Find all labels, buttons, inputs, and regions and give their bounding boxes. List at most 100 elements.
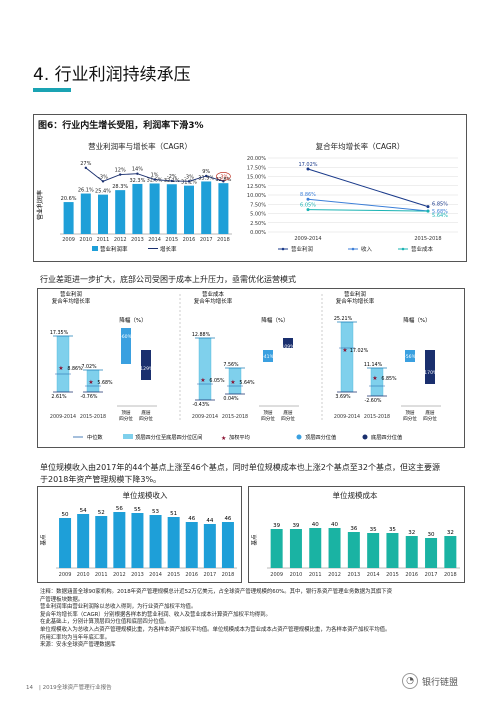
bar-mark xyxy=(309,528,322,568)
chart1-legend-swatch-bar xyxy=(92,246,98,251)
unit-cost-title: 单位规模成本 xyxy=(332,491,378,500)
page-number: 14 xyxy=(26,685,33,691)
bar-tick-label: 2015 xyxy=(167,572,180,578)
drop-bottom-value: -129% xyxy=(139,366,154,372)
chart1-tick-label: 2018 xyxy=(217,237,230,243)
chart2-legend-label: 营业利润 xyxy=(291,245,314,253)
paragraph-unit-scale-1: 单位规模收入由2017年的44个基点上涨至46个基点，同时单位规模成本也上涨2个… xyxy=(40,463,440,472)
bar-mark xyxy=(149,515,162,568)
bar-mark xyxy=(328,528,341,568)
chart1-growth-label: 14% xyxy=(132,167,143,173)
panel-title-2: 复合年均增长率 xyxy=(194,297,233,305)
bar-value-label: 35 xyxy=(389,527,396,533)
chart1-tick-label: 2009 xyxy=(62,237,75,243)
notes-block: 注释：数据涵盖全球90家机构。2018年资产管理规模总计近52万亿美元，占全球资… xyxy=(40,589,470,650)
bar-value-label: 46 xyxy=(224,516,231,522)
panel-title-1: 营业利润 xyxy=(60,290,83,298)
chart1-bar xyxy=(201,181,212,234)
chart1-bar-label: 32.3% xyxy=(129,178,145,184)
bar-tick-label: 2014 xyxy=(149,572,162,578)
bar-mark xyxy=(386,533,399,568)
bar-mark xyxy=(221,522,234,568)
bar-tick-label: 2017 xyxy=(425,572,438,578)
chart1-growth-point xyxy=(187,180,191,183)
bar-value-label: 36 xyxy=(350,526,357,532)
box-weighted-avg-star: ★ xyxy=(342,347,347,354)
bar-mark xyxy=(113,512,126,568)
drop-bottom-cat-2: 四分位 xyxy=(139,415,153,422)
drop-bottom-bar xyxy=(425,350,435,384)
unit-revenue-frame xyxy=(37,486,242,583)
panel-title-2: 复合年均增长率 xyxy=(336,297,375,305)
bar-tick-label: 2010 xyxy=(77,572,90,578)
box-period-label: 2015-2018 xyxy=(222,414,248,420)
chart1-growth-label: -3% xyxy=(219,174,229,180)
chart1-tick-label: 2014 xyxy=(148,237,161,243)
bar-value-label: 53 xyxy=(152,509,159,515)
chart1-growth-label: -3% xyxy=(98,174,108,180)
note-line: 所用汇率均为当年年底汇率。 xyxy=(40,634,111,641)
drop-bottom-cat-1: 底层 xyxy=(425,409,435,416)
chart1-tick-label: 2013 xyxy=(131,237,144,243)
box-weighted-avg-star: ★ xyxy=(58,365,63,372)
chart1-bar xyxy=(63,202,74,234)
chart2-point-label: 5.64% xyxy=(432,213,448,219)
chart1-bar xyxy=(80,193,91,234)
chart1-bar-label: 31.2% xyxy=(181,180,197,186)
footer-divider: | xyxy=(39,685,43,691)
chart1-bar xyxy=(218,183,229,234)
footer: 14 | 2019全球资产管理行业报告 xyxy=(26,683,112,691)
panel-drop-label: 降幅（%） xyxy=(261,316,288,324)
bar-tick-label: 2013 xyxy=(347,572,360,578)
box-top-value: 11.14% xyxy=(364,362,383,368)
bar-tick-label: 2009 xyxy=(59,572,72,578)
panel-title-2: 复合年均增长率 xyxy=(52,297,91,305)
note-line: 注释：数据涵盖全球90家机构。2018年资产管理规模总计近52万亿美元，占全球资… xyxy=(40,589,393,595)
box-avg-value: 5.64% xyxy=(239,380,255,386)
drop-top-cat-2: 四分位 xyxy=(261,415,275,422)
box-bottom-value: -0.43% xyxy=(193,402,210,408)
bar-value-label: 52 xyxy=(98,510,105,516)
drop-top-cat-1: 顶层 xyxy=(121,410,131,416)
box-bottom-value: -0.76% xyxy=(81,394,98,400)
chart2-ytick-label: 2.50% xyxy=(250,221,266,227)
bar-tick-label: 2010 xyxy=(290,572,303,578)
chart1-bar xyxy=(166,184,177,234)
chart2-legend-marker xyxy=(401,247,405,251)
chart2-xtick-label: 2015-2018 xyxy=(414,236,441,242)
chart2-point xyxy=(426,205,430,209)
box-period-label: 2015-2018 xyxy=(80,414,106,420)
chart1-growth-point xyxy=(205,174,208,178)
chart1-growth-point xyxy=(84,166,87,170)
panel-title-1: 营业成本 xyxy=(202,290,225,298)
note-line: 复合年均增长率（CAGR）分别根据各样本的营业利润、收入及营业成本计算资产加权平… xyxy=(40,611,271,618)
bar-value-label: 30 xyxy=(428,532,435,538)
box-panels-frame xyxy=(37,288,465,448)
bar-value-label: 50 xyxy=(62,512,69,518)
note-line: 来源：安永全球资产管理数据库 xyxy=(40,642,116,649)
drop-top-value: -56% xyxy=(404,354,417,360)
note-line: 产管理板块数据。 xyxy=(40,596,84,603)
chart1-growth-label: 12% xyxy=(115,168,126,174)
chart2-ytick-label: 12.50% xyxy=(247,184,266,190)
chart1-growth-point xyxy=(119,173,122,176)
legend-avg: 加权平均 xyxy=(229,433,250,441)
chart1-bar xyxy=(184,185,194,234)
box-range xyxy=(56,335,70,393)
legend-median: 中位数 xyxy=(87,433,103,441)
chart1-bar xyxy=(98,194,108,234)
chart2-point-label: 6.85% xyxy=(432,202,448,208)
unit-revenue-title: 单位规模收入 xyxy=(122,491,168,500)
chart1-growth-label: 9% xyxy=(202,169,210,175)
box-period-label: 2009-2014 xyxy=(334,414,360,420)
drop-bottom-cat-1: 底层 xyxy=(283,409,293,416)
bar-value-label: 40 xyxy=(331,522,338,528)
chart2-point xyxy=(426,209,430,213)
bar-tick-label: 2012 xyxy=(328,572,341,578)
chart1-growth-point xyxy=(136,172,139,175)
bar-value-label: 55 xyxy=(134,507,141,513)
box-weighted-avg-star: ★ xyxy=(88,379,93,386)
legend-range-swatch xyxy=(123,434,133,439)
drop-top-cat-1: 顶层 xyxy=(405,410,415,416)
drop-bottom-bar xyxy=(283,338,293,348)
